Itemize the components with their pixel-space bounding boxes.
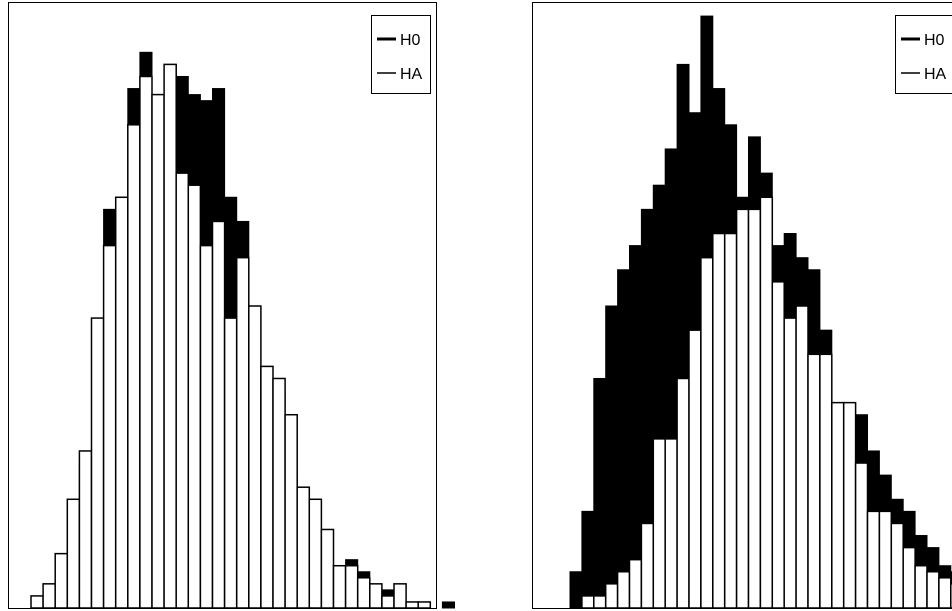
- bar-h0: [629, 245, 642, 609]
- bar-ha: [819, 353, 833, 609]
- legend: H0 HA: [895, 15, 952, 94]
- bar-ha: [581, 595, 595, 609]
- bar-ha: [759, 196, 774, 609]
- bar-ha: [175, 172, 190, 609]
- bar-ha: [344, 564, 359, 609]
- bar-h0: [593, 377, 607, 609]
- bar-h0: [581, 510, 595, 609]
- legend-label-ha: HA: [924, 66, 947, 83]
- chart-left-svg: H0 HA: [8, 2, 455, 609]
- bar-ha: [151, 93, 165, 609]
- legend-box: [371, 15, 431, 94]
- bar-ha: [260, 365, 274, 609]
- bar-ha: [807, 353, 821, 609]
- legend-label-h0: H0: [924, 32, 945, 49]
- bar-ha: [878, 510, 893, 609]
- bar-ha: [114, 196, 129, 609]
- bar-ha: [723, 232, 738, 609]
- legend-box: [895, 15, 952, 94]
- chart-right-svg: H0 HA: [532, 2, 952, 609]
- histogram-panel-right: H0 HA: [476, 0, 952, 611]
- bar-ha: [593, 595, 607, 609]
- bar-ha: [712, 232, 726, 609]
- bar-ha: [890, 522, 904, 609]
- bar-ha: [235, 256, 250, 609]
- histogram-panel-left: H0 HA: [8, 2, 455, 609]
- bar-ha: [902, 546, 916, 609]
- bar-ha: [66, 498, 81, 609]
- bar-ha: [187, 184, 202, 609]
- legend-label-ha: HA: [400, 66, 423, 83]
- bar-ha: [381, 595, 395, 609]
- bar-ha: [369, 583, 383, 609]
- bar-ha: [90, 317, 105, 609]
- bar-ha: [405, 601, 419, 609]
- bar-ha: [78, 450, 93, 609]
- bar-ha: [914, 564, 928, 609]
- bar-ha: [296, 486, 311, 609]
- bar-ha: [248, 305, 262, 609]
- bar-ha: [616, 571, 631, 609]
- bar-ha: [211, 220, 226, 609]
- bar-ha: [688, 329, 702, 609]
- bar-ha: [628, 558, 643, 609]
- bar-ha: [771, 281, 785, 609]
- bar-ha: [332, 564, 347, 609]
- bar-ha: [127, 124, 141, 609]
- bar-h0: [441, 601, 455, 609]
- bar-ha: [866, 510, 881, 609]
- bar-ha: [640, 522, 655, 609]
- bar-ha: [676, 377, 690, 609]
- bar-ha: [842, 401, 857, 609]
- bar-ha: [320, 528, 335, 609]
- bar-ha: [163, 63, 177, 609]
- bar-ha: [272, 377, 286, 609]
- bar-ha: [223, 317, 238, 609]
- bar-ha: [604, 583, 619, 609]
- bar-h0: [605, 305, 619, 609]
- bar-ha: [783, 317, 797, 609]
- bar-h0: [617, 269, 631, 609]
- bar-ha: [356, 577, 371, 609]
- bar-ha: [795, 305, 809, 609]
- bar-ha: [926, 571, 940, 609]
- bar-ha: [652, 438, 666, 609]
- bar-ha: [854, 462, 869, 609]
- bar-ha: [938, 577, 952, 609]
- bar-ha: [393, 583, 407, 609]
- bar-ha: [747, 208, 762, 609]
- legend: H0 HA: [371, 15, 431, 94]
- bar-h0: [569, 571, 583, 609]
- bar-ha: [42, 583, 56, 609]
- bar-ha: [30, 595, 44, 609]
- bar-ha: [735, 208, 750, 609]
- bar-ha: [950, 583, 952, 609]
- bar-ha: [700, 256, 714, 609]
- bar-ha: [199, 244, 214, 609]
- bar-ha: [831, 401, 845, 609]
- bar-ha: [664, 438, 678, 609]
- legend-label-h0: H0: [400, 32, 421, 49]
- bar-ha: [102, 244, 117, 609]
- bar-ha: [308, 498, 323, 609]
- bar-ha: [54, 552, 69, 609]
- bar-ha: [139, 75, 153, 609]
- bar-ha: [284, 413, 298, 609]
- bar-ha: [417, 601, 432, 609]
